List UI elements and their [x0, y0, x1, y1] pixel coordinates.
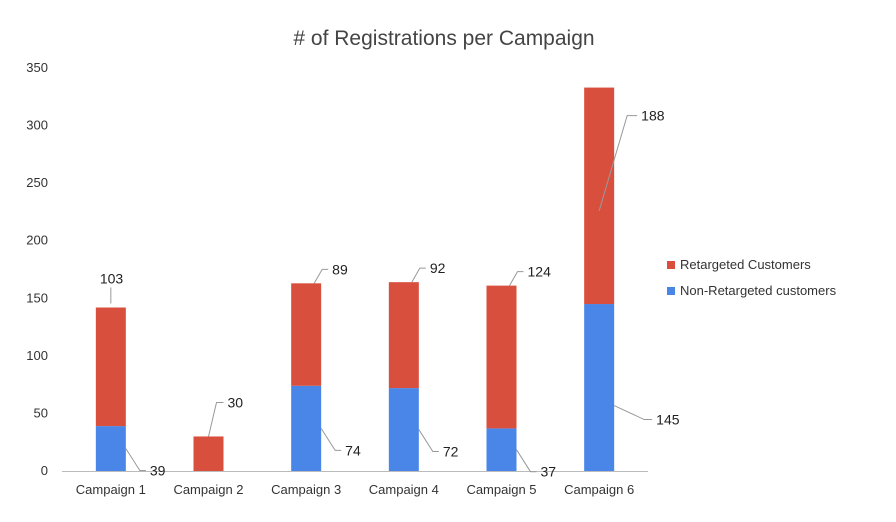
x-tick-label: Campaign 5	[466, 482, 536, 497]
y-tick-label: 300	[26, 118, 48, 133]
legend-swatch	[667, 287, 675, 295]
bar-segment	[95, 426, 126, 471]
bar-segment	[193, 436, 224, 471]
x-tick-label: Campaign 3	[271, 482, 341, 497]
x-tick-label: Campaign 2	[173, 482, 243, 497]
bar-segment	[291, 283, 322, 386]
data-label: 92	[430, 260, 446, 276]
bar-segment	[291, 385, 322, 471]
data-label: 72	[443, 444, 459, 460]
data-label-leader	[320, 428, 342, 451]
legend: Retargeted Customers Non-Retargeted custo…	[667, 257, 837, 298]
data-label-leader	[208, 401, 224, 437]
data-label: 103	[100, 270, 124, 286]
data-label-leader	[125, 448, 146, 472]
data-label: 188	[641, 108, 665, 124]
data-label: 124	[528, 264, 552, 280]
y-tick-label: 250	[26, 175, 48, 190]
y-tick-label: 0	[41, 463, 48, 478]
chart-title: # of Registrations per Campaign	[293, 27, 594, 50]
data-label-leader	[598, 115, 638, 211]
x-tick-label: Campaign 1	[76, 482, 146, 497]
bar-segment	[584, 304, 615, 471]
y-tick-label: 100	[26, 348, 48, 363]
bar-segment	[95, 307, 126, 427]
data-label: 39	[150, 463, 166, 479]
bar-segment	[486, 428, 517, 471]
bar-segment	[584, 87, 615, 305]
x-tick-label: Campaign 6	[564, 482, 634, 497]
data-labels: 39 103 30 74 89 72 92 37 124 145 188	[100, 108, 680, 480]
data-label-leader	[418, 429, 439, 453]
legend-label: Non-Retargeted customers	[680, 283, 837, 298]
bar-segment	[388, 388, 419, 471]
data-label-leader	[516, 449, 537, 473]
data-label: 89	[332, 261, 348, 277]
data-label: 37	[541, 464, 557, 480]
y-tick-label: 150	[26, 290, 48, 305]
data-label-leader	[613, 405, 653, 421]
x-tick-label: Campaign 4	[369, 482, 439, 497]
y-axis: 0 50 100 150 200 250 300 350 Campaign 1 Campaign …	[26, 60, 648, 497]
y-tick-label: 350	[26, 60, 48, 75]
data-label: 145	[656, 412, 680, 428]
legend-label: Retargeted Customers	[680, 257, 811, 272]
data-label-leader	[509, 271, 524, 286]
data-label-leader	[313, 268, 329, 284]
data-label: 30	[228, 394, 244, 410]
bars	[95, 87, 615, 471]
legend-swatch	[667, 261, 675, 269]
bar-segment	[486, 285, 517, 429]
y-tick-label: 200	[26, 233, 48, 248]
data-label: 74	[345, 442, 361, 458]
bar-segment	[388, 282, 419, 389]
data-label-leader	[411, 267, 426, 283]
y-tick-label: 50	[34, 405, 48, 420]
